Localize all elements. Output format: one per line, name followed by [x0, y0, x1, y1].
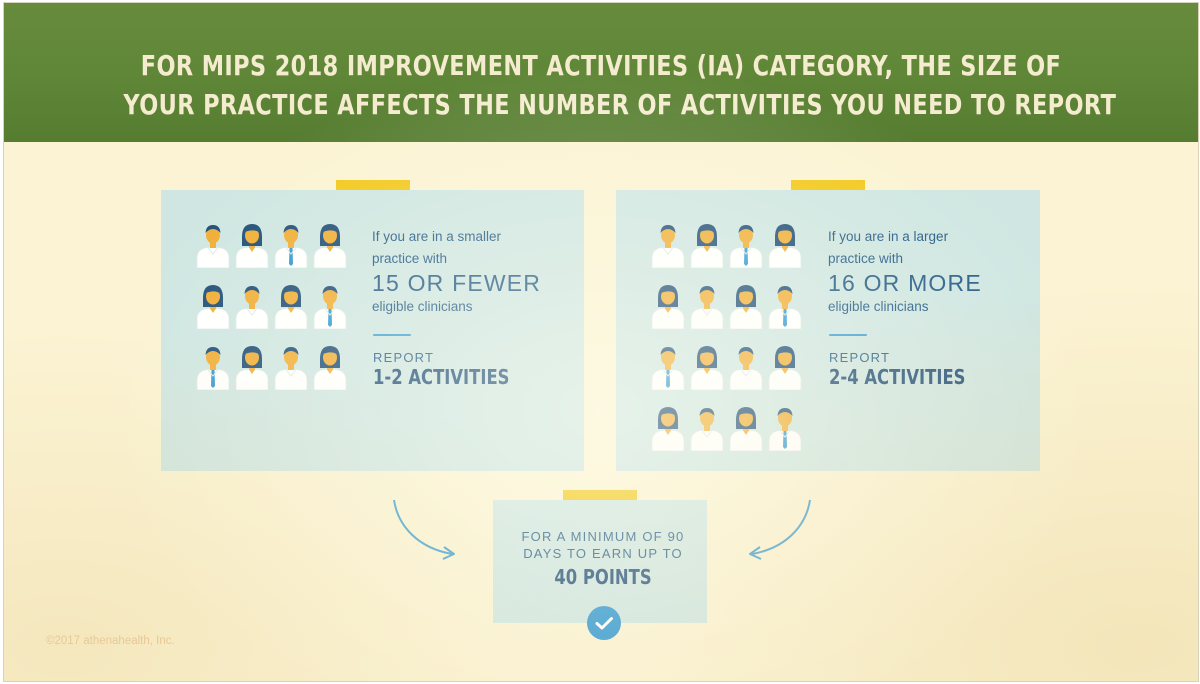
clinician-icon [194, 283, 232, 330]
result-line-1: FOR A MINIMUM OF 90 [521, 529, 685, 544]
clinician-icon [688, 405, 726, 452]
divider [373, 334, 411, 336]
clinician-icon [311, 283, 349, 330]
large-practice-card: If you are in a larger practice with 16 … [616, 190, 1040, 471]
clinician-icon [233, 222, 271, 269]
small-report-label: REPORT [373, 350, 435, 365]
clinician-icon [649, 222, 687, 269]
clinician-icon [649, 283, 687, 330]
divider [829, 334, 867, 336]
clinician-icon [311, 222, 349, 269]
result-card [493, 500, 707, 623]
clinician-icon [272, 344, 310, 391]
clinician-icon [272, 222, 310, 269]
large-report-label: REPORT [829, 350, 891, 365]
title-line-2: YOUR PRACTICE AFFECTS THE NUMBER OF ACTI… [123, 88, 1117, 121]
clinician-icon [311, 344, 349, 391]
small-clinician-count: 15 OR FEWER [372, 270, 542, 296]
result-text: FOR A MINIMUM OF 90 DAYS TO EARN UP TO 4… [496, 528, 710, 589]
small-intro-line-1: If you are in a smaller [372, 229, 502, 244]
clinician-icon [727, 344, 765, 391]
curved-arrow-icon [393, 499, 455, 560]
clinician-icon [649, 344, 687, 391]
clinician-icon [727, 222, 765, 269]
clinician-icon [727, 283, 765, 330]
clinician-icon [766, 222, 804, 269]
large-intro-line-2: practice with [828, 251, 904, 266]
curved-arrow-icon [749, 499, 811, 560]
clinician-icon [233, 283, 271, 330]
clinician-icon [233, 344, 271, 391]
clinician-icon [688, 222, 726, 269]
small-intro-line-2: practice with [372, 251, 448, 266]
clinician-icon [194, 222, 232, 269]
clinician-icon [649, 405, 687, 452]
clinician-icon [688, 283, 726, 330]
clinician-icon [272, 283, 310, 330]
large-intro-line-1: If you are in a larger [828, 229, 949, 244]
large-clinician-count: 16 OR MORE [828, 270, 982, 296]
small-clinicians-label: eligible clinicians [372, 299, 473, 314]
checkmark-icon [587, 606, 621, 640]
result-points: 40 POINTS [554, 565, 652, 589]
page-title: FOR MIPS 2018 IMPROVEMENT ACTIVITIES (IA… [123, 46, 1117, 124]
copyright-text: ©2017 athenahealth, Inc. [46, 635, 175, 647]
large-clinicians-label: eligible clinicians [828, 299, 929, 314]
large-report-value: 2-4 ACTIVITIES [829, 365, 966, 389]
clinician-icon [727, 405, 765, 452]
clinician-icon [688, 344, 726, 391]
clinician-icon [766, 344, 804, 391]
small-report-value: 1-2 ACTIVITIES [373, 365, 510, 389]
clinician-icon [194, 344, 232, 391]
title-line-1: FOR MIPS 2018 IMPROVEMENT ACTIVITIES (IA… [140, 49, 1062, 82]
infographic: FOR MIPS 2018 IMPROVEMENT ACTIVITIES (IA… [3, 2, 1199, 682]
clinician-icon [766, 283, 804, 330]
small-practice-card: If you are in a smaller practice with 15… [161, 190, 584, 471]
result-line-2: DAYS TO EARN UP TO [523, 546, 683, 561]
clinician-icon [766, 405, 804, 452]
header-banner: FOR MIPS 2018 IMPROVEMENT ACTIVITIES (IA… [4, 3, 1198, 142]
